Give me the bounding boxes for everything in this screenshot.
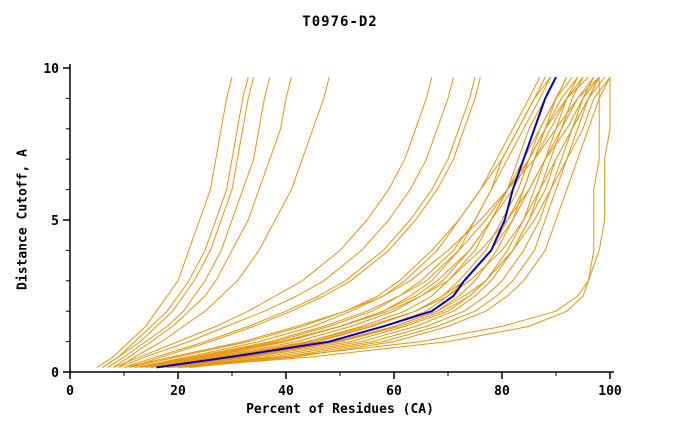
model-curve — [167, 76, 579, 368]
x-tick-label: 80 — [494, 384, 510, 399]
model-curve — [156, 76, 568, 368]
x-tick-label: 0 — [66, 384, 74, 399]
model-curve — [123, 76, 476, 368]
y-tick-label: 10 — [43, 62, 59, 77]
model-curve — [145, 76, 578, 368]
model-curve — [123, 76, 600, 368]
model-curve — [150, 76, 573, 368]
x-tick-label: 40 — [278, 384, 294, 399]
model-curve — [118, 76, 454, 368]
model-curve — [102, 76, 249, 368]
x-tick-label: 20 — [170, 384, 186, 399]
model-curve — [118, 76, 330, 368]
highlight-curve — [156, 76, 557, 369]
model-curve — [140, 76, 600, 368]
chart-title: T0976-D2 — [302, 14, 378, 30]
model-curve — [172, 76, 584, 368]
model-curve — [112, 76, 292, 368]
model-curve — [161, 76, 584, 368]
model-curve — [183, 76, 600, 368]
model-curve — [150, 76, 557, 368]
x-tick-label: 60 — [386, 384, 402, 399]
model-curve — [134, 76, 541, 368]
model-curve — [150, 76, 605, 368]
model-curve — [113, 76, 433, 368]
model-curve — [129, 76, 551, 368]
model-curve — [107, 76, 271, 368]
model-curve — [177, 77, 600, 368]
model-curve — [145, 76, 546, 368]
y-tick-label: 0 — [51, 366, 59, 381]
model-curve — [134, 76, 589, 368]
model-curve — [102, 76, 255, 368]
model-curve — [129, 76, 481, 368]
model-curve — [161, 76, 611, 368]
model-curve — [167, 77, 611, 368]
model-curve — [188, 76, 611, 368]
x-axis-label: Percent of Residues (CA) — [246, 402, 434, 417]
x-tick-label: 100 — [598, 384, 622, 399]
model-curve — [177, 76, 595, 368]
model-curve — [140, 76, 552, 368]
model-curve — [96, 76, 233, 368]
y-tick-label: 5 — [51, 214, 59, 229]
